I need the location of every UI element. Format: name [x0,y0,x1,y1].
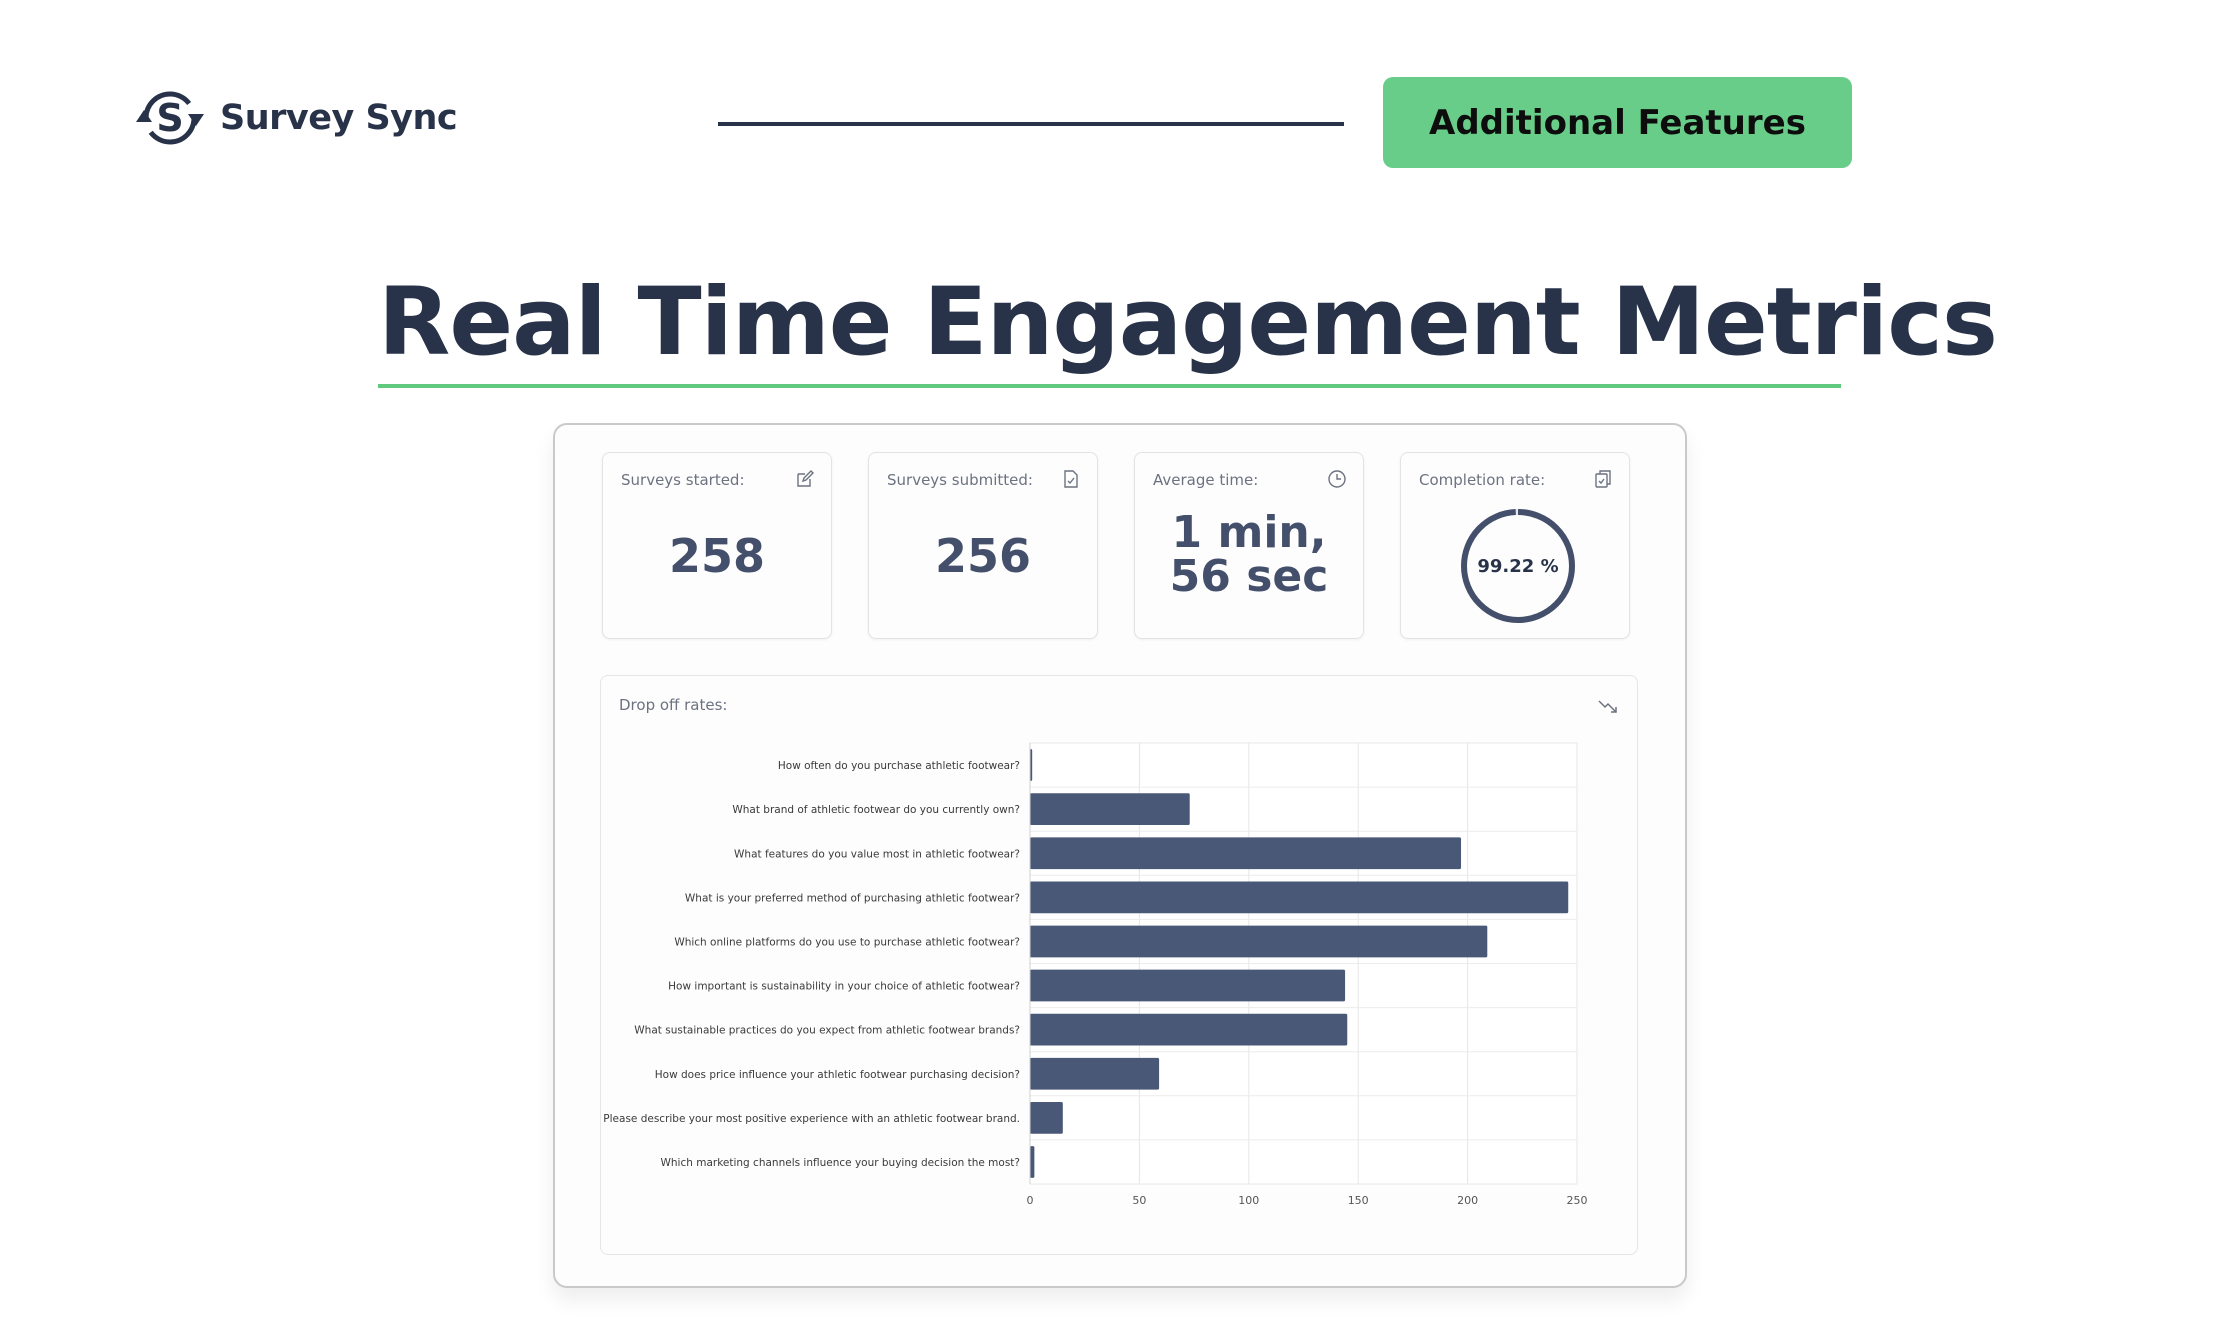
clock-icon [1328,470,1346,488]
title-underline [378,384,1841,388]
metric-value: 258 [668,529,766,583]
completion-rate-value: 99.22 % [1477,555,1559,577]
edit-icon [797,470,814,487]
x-tick-label: 100 [1238,1194,1259,1207]
y-category-label: Please describe your most positive exper… [603,1113,1020,1125]
x-tick-label: 50 [1132,1194,1146,1207]
bar[interactable] [1030,749,1033,781]
bar[interactable] [1030,837,1462,870]
y-category-label: How does price influence your athletic f… [655,1069,1020,1081]
drop-off-panel: 0 50 100 150 200 250 How often do you purchase… [600,675,1638,1255]
bar[interactable] [1030,793,1190,826]
bar[interactable] [1030,925,1488,958]
svg-text:S: S [156,96,183,140]
panel-label: Drop off rates: [619,696,728,714]
x-tick-label: 250 [1567,1194,1588,1207]
trend-down-icon[interactable] [1597,694,1619,716]
y-category-label: What brand of athletic footwear do you c… [732,804,1020,816]
metric-card-surveys-started: Surveys started: 258 [602,452,832,639]
metric-card-surveys-submitted: Surveys submitted: 256 [868,452,1098,639]
y-category-label: How often do you purchase athletic footw… [778,760,1020,772]
file-check-icon [1064,470,1078,488]
metric-label: Surveys submitted: [887,471,1033,489]
metric-label: Completion rate: [1419,471,1546,489]
additional-features-button[interactable]: Additional Features [1383,77,1852,168]
header-divider [718,122,1344,126]
bar[interactable] [1030,1013,1348,1046]
bar[interactable] [1030,969,1346,1002]
completion-ring [1461,509,1575,623]
x-tick-label: 0 [1027,1194,1034,1207]
y-category-label: What is your preferred method of purchas… [685,892,1020,904]
y-category-label: What sustainable practices do you expect… [634,1025,1020,1037]
bar[interactable] [1030,1101,1063,1134]
y-category-label: Which marketing channels influence your … [661,1157,1021,1169]
drop-off-chart: 0 50 100 150 200 250 How often do you purchase… [603,742,1588,1207]
bar[interactable] [1030,881,1569,914]
clipboard-check-icon [1595,470,1611,488]
metric-card-average-time: Average time: 1 min, 56 sec [1134,452,1364,639]
y-category-label: Which online platforms do you use to pur… [674,936,1020,948]
x-tick-label: 200 [1457,1194,1478,1207]
survey-sync-logo-icon: S [136,91,204,145]
y-category-label: How important is sustainability in your … [668,981,1020,993]
metric-label: Surveys started: [621,471,745,489]
bar[interactable] [1030,1146,1035,1178]
y-category-label: What features do you value most in athle… [734,848,1020,860]
brand-name: Survey Sync [220,98,458,138]
page-title: Real Time Engagement Metrics [378,268,1998,377]
metric-value: 256 [934,529,1032,583]
logo[interactable]: S Survey Sync [134,84,458,152]
metric-card-completion-rate: Completion rate: 99.22 % [1400,452,1630,639]
metric-label: Average time: [1153,471,1259,489]
bar[interactable] [1030,1057,1160,1090]
x-tick-label: 150 [1348,1194,1369,1207]
metric-value: 1 min, 56 sec [1169,507,1329,602]
